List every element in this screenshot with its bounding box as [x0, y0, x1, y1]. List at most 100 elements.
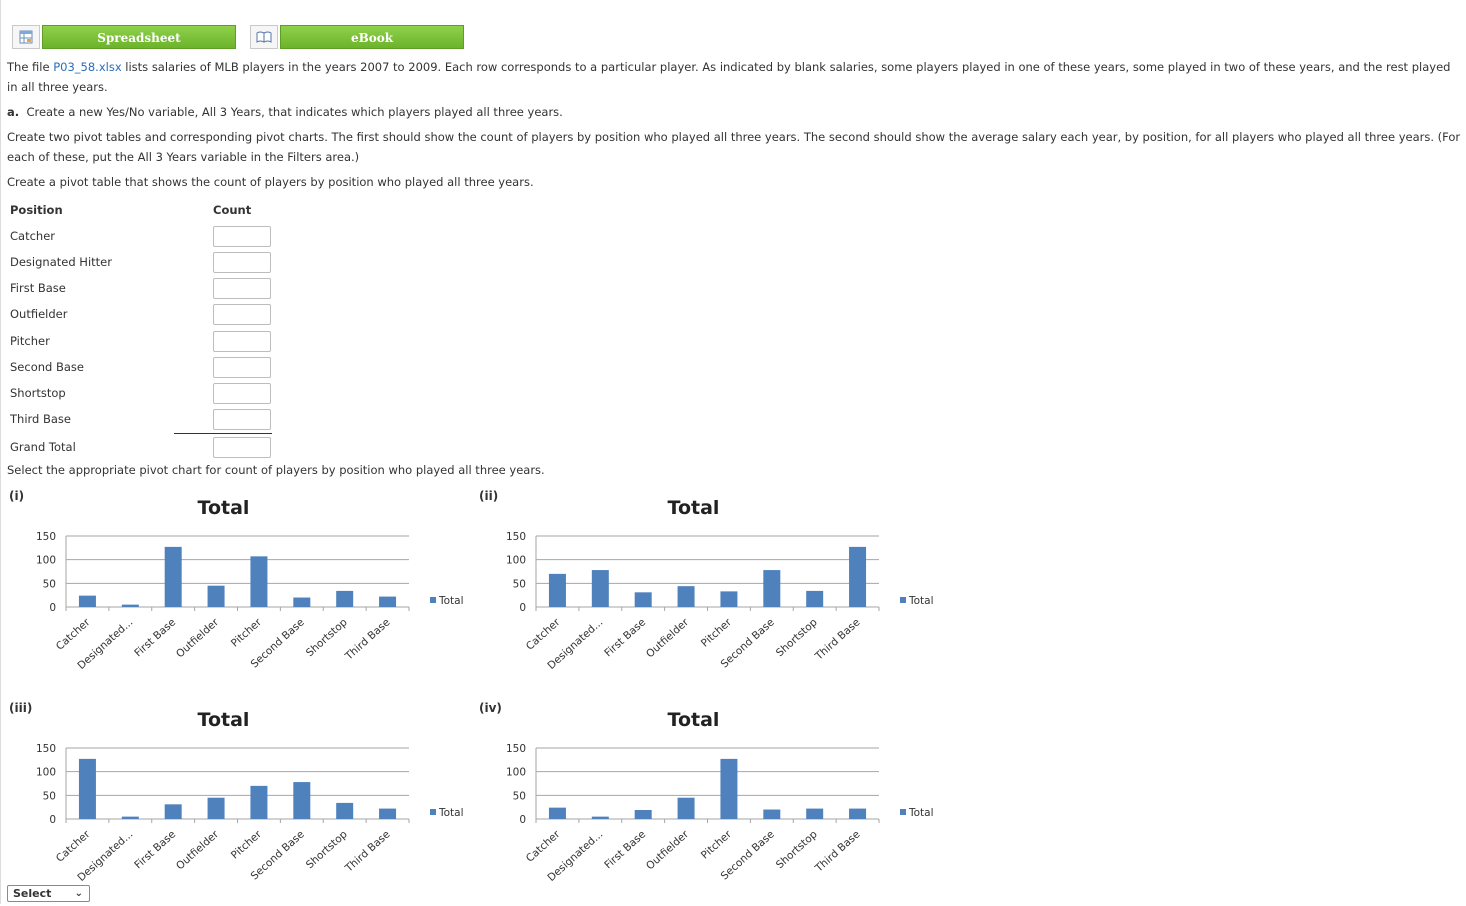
- legend-label: Total: [908, 807, 934, 819]
- chart-svg: Total050100150CatcherDesignated...First …: [36, 497, 464, 672]
- bar: [164, 546, 182, 607]
- row-label-shortstop: Shortstop: [10, 386, 66, 400]
- book-icon: [250, 25, 278, 49]
- bar: [250, 556, 268, 607]
- bar: [634, 592, 652, 607]
- ebook-label[interactable]: eBook: [280, 25, 464, 49]
- count-input-shortstop[interactable]: [213, 383, 271, 404]
- x-tick-label: Pitcher: [229, 616, 265, 650]
- bar: [849, 546, 867, 607]
- chart-option-label: (iii): [9, 701, 33, 715]
- spreadsheet-label[interactable]: Spreadsheet: [42, 25, 236, 49]
- x-tick-label: Catcher: [524, 616, 563, 653]
- chart-option-iii: Total 0 50 100 150 Catcher Designated... First …: [9, 701, 479, 906]
- count-header: Count: [213, 203, 252, 217]
- chart-svg: Total050100150CatcherDesignated...First …: [506, 709, 934, 884]
- y-tick-label: 150: [36, 531, 56, 543]
- chart-title: Total: [198, 497, 250, 519]
- bar: [548, 573, 566, 607]
- bar: [720, 758, 738, 819]
- file-link[interactable]: P03_58.xlsx: [53, 60, 122, 74]
- answer-select[interactable]: Select ⌄: [7, 885, 90, 902]
- intro-paragraph: The file P03_58.xlsx lists salaries of M…: [7, 57, 1462, 97]
- part-a-paragraph: a. Create a new Yes/No variable, All 3 Y…: [7, 102, 1462, 122]
- bar: [78, 595, 96, 607]
- page-left-border: [0, 0, 1, 904]
- y-tick-label: 0: [49, 814, 56, 826]
- y-tick-label: 50: [513, 790, 526, 802]
- count-input-pitcher[interactable]: [213, 331, 271, 352]
- x-tick-label: Outfielder: [174, 616, 222, 660]
- count-input-catcher[interactable]: [213, 226, 271, 247]
- bar: [336, 590, 354, 607]
- x-tick-label: First Base: [602, 616, 648, 659]
- y-tick-label: 150: [506, 743, 526, 755]
- x-tick-label: Pitcher: [699, 828, 735, 862]
- count-input-third-base[interactable]: [213, 409, 271, 430]
- chart-svg: Total050100150CatcherDesignated...First …: [506, 497, 934, 672]
- count-input-second-base[interactable]: [213, 357, 271, 378]
- bar: [806, 808, 824, 819]
- bar: [293, 597, 311, 607]
- legend-label: Total: [438, 595, 464, 607]
- x-tick-label: Outfielder: [174, 828, 222, 872]
- part-a-label: a.: [7, 105, 20, 119]
- chart-svg: Total050100150CatcherDesignated...First …: [36, 709, 464, 884]
- chart-option-label: (iv): [479, 701, 502, 715]
- bar: [293, 782, 311, 819]
- row-label-catcher: Catcher: [10, 229, 56, 243]
- chevron-down-icon: ⌄: [74, 888, 83, 899]
- x-tick-label: Third Base: [812, 828, 862, 875]
- bar: [379, 596, 397, 607]
- row-label-third-base: Third Base: [10, 412, 71, 426]
- chart-title: Total: [668, 709, 720, 731]
- bar: [121, 604, 139, 607]
- y-tick-label: 0: [49, 602, 56, 614]
- count-input-designated-hitter[interactable]: [213, 252, 271, 273]
- grand-total-input[interactable]: [213, 437, 271, 458]
- row-label-outfielder: Outfielder: [10, 307, 68, 321]
- part-a-text: Create a new Yes/No variable, All 3 Year…: [26, 105, 563, 119]
- bar: [207, 585, 225, 607]
- bar: [634, 810, 652, 819]
- bar: [591, 570, 609, 607]
- spreadsheet-icon: [12, 25, 40, 49]
- bar: [548, 807, 566, 819]
- y-tick-label: 100: [36, 555, 56, 567]
- legend-label: Total: [438, 807, 464, 819]
- chart-option-label: (ii): [479, 489, 499, 503]
- bar: [207, 797, 225, 819]
- row-label-first-base: First Base: [10, 281, 66, 295]
- intro-prefix: The file: [7, 60, 54, 74]
- chart-prompt: Select the appropriate pivot chart for c…: [7, 463, 545, 477]
- bar: [849, 808, 867, 819]
- y-tick-label: 150: [506, 531, 526, 543]
- bar: [336, 802, 354, 819]
- bar: [78, 758, 96, 819]
- row-label-pitcher: Pitcher: [10, 334, 50, 348]
- chart-option-ii: Total 0 50 100 150 Catcher Designated... First …: [479, 489, 949, 694]
- x-tick-label: Third Base: [342, 616, 392, 663]
- bar: [763, 570, 781, 607]
- legend-swatch: [900, 597, 906, 603]
- position-header: Position: [10, 203, 63, 217]
- legend-swatch: [430, 597, 436, 603]
- instructions-paragraph: Create two pivot tables and correspondin…: [7, 130, 1461, 164]
- chart-option-label: (i): [9, 489, 25, 503]
- y-tick-label: 50: [43, 578, 56, 590]
- ebook-button[interactable]: eBook: [250, 25, 464, 49]
- answer-select-value: Select: [13, 887, 52, 900]
- row-label-second-base: Second Base: [10, 360, 84, 374]
- bar: [677, 586, 695, 607]
- grand-total-label: Grand Total: [10, 440, 76, 454]
- count-input-first-base[interactable]: [213, 278, 271, 299]
- grand-total-rule: [174, 433, 272, 434]
- bar: [250, 785, 268, 819]
- x-tick-label: Catcher: [524, 828, 563, 865]
- count-input-outfielder[interactable]: [213, 304, 271, 325]
- spreadsheet-button[interactable]: Spreadsheet: [12, 25, 236, 49]
- chart-title: Total: [668, 497, 720, 519]
- y-tick-label: 50: [43, 790, 56, 802]
- bar: [121, 816, 139, 819]
- legend-swatch: [430, 809, 436, 815]
